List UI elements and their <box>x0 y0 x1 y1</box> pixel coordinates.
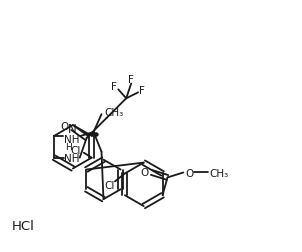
Text: N: N <box>68 123 76 136</box>
Text: Cl: Cl <box>71 145 81 155</box>
Text: H: H <box>66 143 72 152</box>
Text: NH: NH <box>64 153 79 163</box>
Text: CH₃: CH₃ <box>209 169 229 179</box>
Text: Cl: Cl <box>105 181 115 191</box>
Text: NH: NH <box>64 134 79 144</box>
Text: O: O <box>185 169 193 179</box>
Text: F: F <box>128 74 134 84</box>
Text: F: F <box>139 86 145 96</box>
Text: CH₃: CH₃ <box>105 108 124 118</box>
Text: HCl: HCl <box>12 219 35 232</box>
Text: O: O <box>61 121 69 132</box>
Text: O: O <box>141 168 149 178</box>
Text: F: F <box>111 82 117 92</box>
